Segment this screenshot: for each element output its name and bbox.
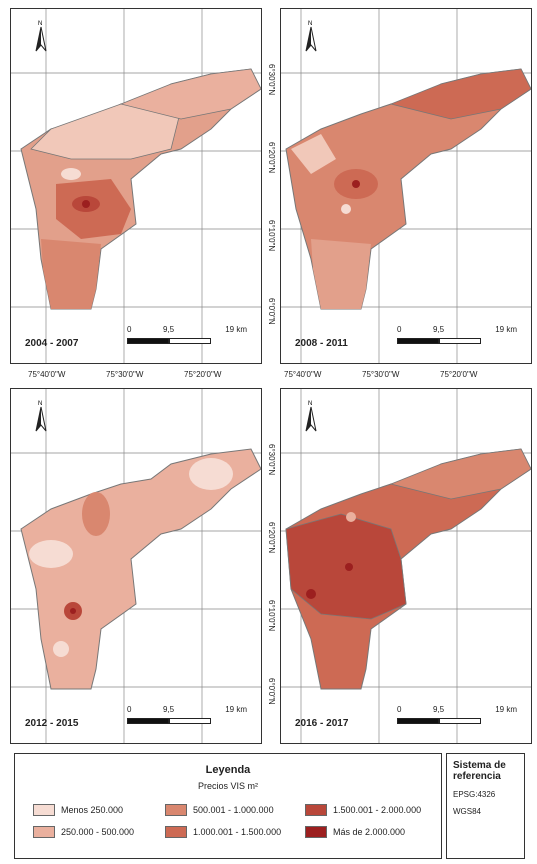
- period-label: 2016 - 2017: [295, 718, 349, 729]
- legend-title: Leyenda: [205, 764, 251, 776]
- map-2016-2017: [281, 389, 531, 743]
- period-label: 2008 - 2011: [295, 338, 348, 349]
- longitude-label: 75°30'0"W: [362, 370, 400, 379]
- map-2008-2011: [281, 9, 531, 363]
- legend-item: Menos 250.000: [33, 804, 123, 816]
- legend-swatch: [33, 804, 55, 816]
- latitude-label: 6°0'0"N: [267, 678, 276, 705]
- latitude-label: 6°20'0"N: [267, 142, 276, 174]
- latitude-label: 6°10'0"N: [267, 600, 276, 632]
- scale-bar: 0 9,5 19 km: [127, 325, 247, 351]
- svg-text:N: N: [38, 21, 42, 27]
- map-panel-2012-2015: N 2012 - 2015 0 9,5 19 km: [10, 388, 262, 744]
- latitude-label: 6°20'0"N: [267, 522, 276, 554]
- svg-text:N: N: [308, 401, 312, 407]
- longitude-label: 75°30'0"W: [106, 370, 144, 379]
- longitude-label: 75°40'0"W: [28, 370, 66, 379]
- latitude-label: 6°30'0"N: [267, 64, 276, 96]
- legend-swatch: [165, 804, 187, 816]
- north-arrow-icon: N: [35, 401, 47, 432]
- legend-swatch: [33, 826, 55, 838]
- map-panel-2016-2017: N 2016 - 2017 0 9,5 19 km: [280, 388, 532, 744]
- latitude-label: 6°0'0"N: [267, 298, 276, 325]
- legend-swatch: [165, 826, 187, 838]
- legend-subtitle: Precios VIS m²: [197, 781, 258, 791]
- period-label: 2012 - 2015: [25, 718, 79, 729]
- legend-item: 1.000.001 - 1.500.000: [165, 826, 281, 838]
- latitude-label: 6°10'0"N: [267, 220, 276, 252]
- svg-text:N: N: [38, 401, 42, 407]
- map-2012-2015: [11, 389, 261, 743]
- reference-epsg: EPSG:4326: [453, 790, 496, 799]
- period-label: 2004 - 2007: [25, 338, 79, 349]
- north-arrow-icon: N: [305, 401, 317, 432]
- north-arrow-icon: N: [305, 21, 317, 52]
- longitude-label: 75°40'0"W: [284, 370, 322, 379]
- svg-text:N: N: [308, 21, 312, 27]
- legend: Leyenda Precios VIS m² Menos 250.000 250…: [14, 753, 442, 859]
- map-panel-2004-2007: N 2004 - 2007 0 9,5 19 km: [10, 8, 262, 364]
- scale-bar: 0 9,5 19 km: [397, 325, 517, 351]
- map-panel-2008-2011: N 2008 - 2011 0 9,5 19 km: [280, 8, 532, 364]
- map-2004-2007: [11, 9, 261, 363]
- legend-item: 1.500.001 - 2.000.000: [305, 804, 421, 816]
- scale-bar: 0 9,5 19 km: [127, 705, 247, 731]
- latitude-label: 6°30'0"N: [267, 444, 276, 476]
- legend-item: Más de 2.000.000: [305, 826, 405, 838]
- reference-system-box: Sistema de referencia EPSG:4326 WGS84: [446, 753, 525, 859]
- legend-swatch: [305, 826, 327, 838]
- reference-title: Sistema de referencia: [453, 760, 506, 782]
- reference-datum: WGS84: [453, 807, 482, 816]
- legend-item: 250.000 - 500.000: [33, 826, 134, 838]
- scale-bar: 0 9,5 19 km: [397, 705, 517, 731]
- north-arrow-icon: N: [35, 21, 47, 52]
- legend-swatch: [305, 804, 327, 816]
- longitude-label: 75°20'0"W: [440, 370, 478, 379]
- legend-item: 500.001 - 1.000.000: [165, 804, 274, 816]
- longitude-label: 75°20'0"W: [184, 370, 222, 379]
